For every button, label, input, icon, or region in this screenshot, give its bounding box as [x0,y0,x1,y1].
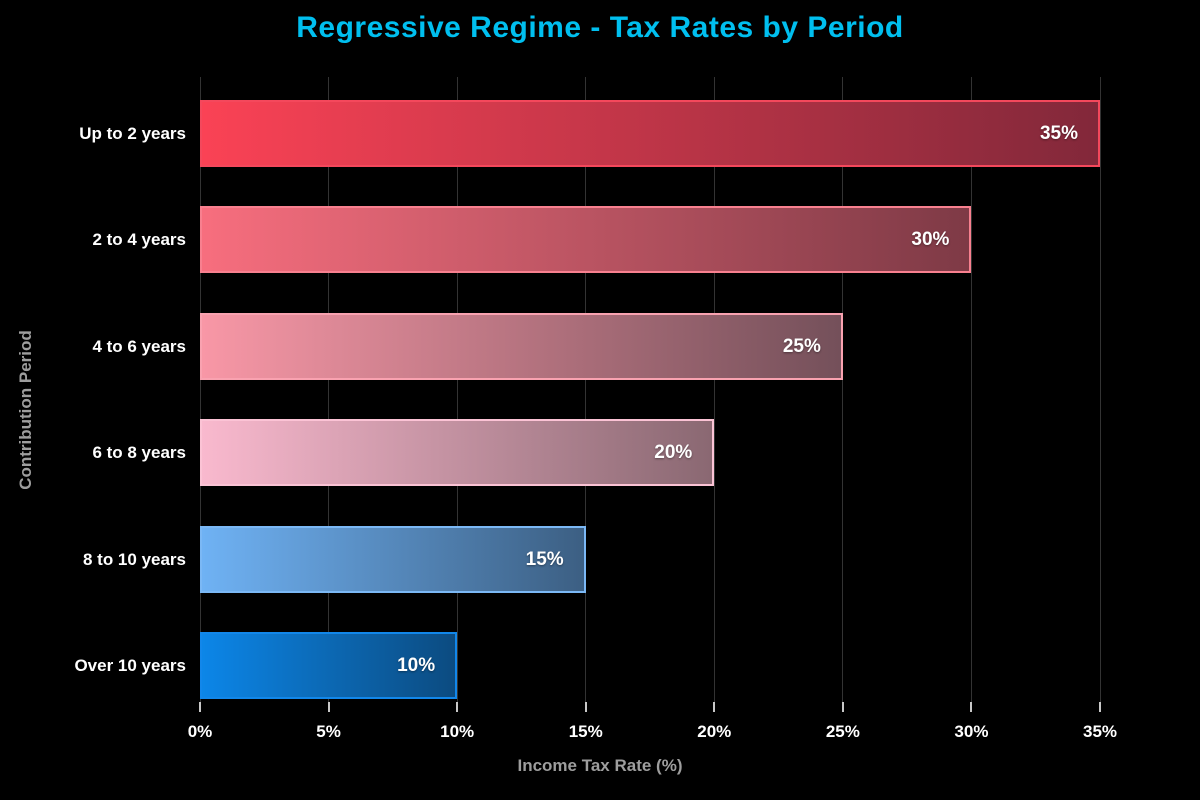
bar-value-label: 25% [782,335,821,357]
bar-over-10-years: 10% [200,632,458,699]
x-tick-label: 15% [568,722,603,741]
x-tick-mark [970,702,973,712]
x-tick-mark [199,702,201,712]
x-tick-label: 20% [697,722,732,741]
bar-value-label: 30% [911,228,950,250]
x-tick-label: 5% [316,722,341,741]
gridline-35% [1099,77,1101,702]
x-tick-label: 30% [954,722,989,741]
category-label: 8 to 10 years [82,549,186,569]
y-axis-title: Contribution Period [16,330,35,490]
x-tick-mark [584,702,587,712]
bar-4-to-6-years: 25% [200,313,843,380]
plot-area: 35% 30% 25% 20% 15% 10% [199,77,1164,702]
gridline-15% [585,77,587,702]
category-label: 4 to 6 years [92,336,186,356]
gridline-5% [328,77,330,702]
x-tick-label: 25% [825,722,860,741]
x-tick-label: 0% [187,722,213,741]
gridline-10% [456,77,458,702]
x-axis-title: Income Tax Rate (%) [517,756,683,775]
x-tick-label: 10% [440,722,475,741]
gridline-0% [199,77,201,702]
bar-8-to-10-years: 15% [200,526,586,593]
x-tick-label: 35% [1082,722,1118,741]
bar-up-to-2-years: 35% [200,100,1100,167]
gridline-30% [970,77,972,702]
chart-title: Regressive Regime - Tax Rates by Period [296,11,904,44]
category-label: 2 to 4 years [92,229,186,249]
category-label: Up to 2 years [79,123,186,143]
x-tick-mark [841,702,844,712]
x-tick-mark [713,702,716,712]
category-label: 6 to 8 years [92,442,186,462]
bar-value-label: 10% [397,654,436,676]
x-tick-mark [327,702,330,712]
bar-6-to-8-years: 20% [200,419,715,486]
bar-value-label: 35% [1039,122,1078,144]
gridline-25% [842,77,844,702]
x-tick-mark [456,702,459,712]
bar-value-label: 15% [525,548,564,570]
category-label: Over 10 years [74,655,186,675]
bar-2-to-4-years: 30% [200,206,972,273]
gridline-20% [713,77,715,702]
bar-value-label: 20% [654,441,693,463]
x-tick-mark [1099,702,1101,712]
